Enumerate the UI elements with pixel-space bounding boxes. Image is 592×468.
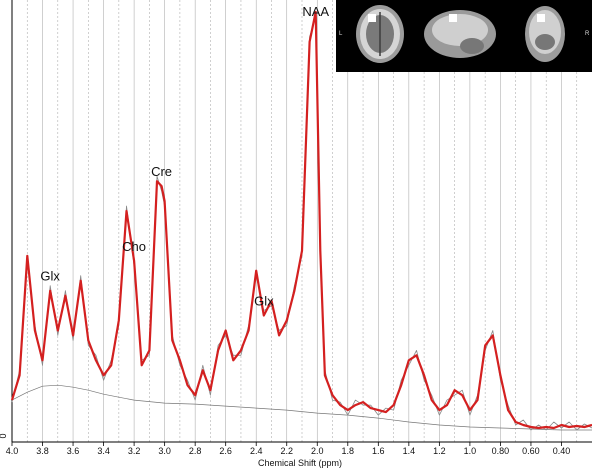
x-tick-label: 2.2 bbox=[280, 446, 293, 456]
x-tick-label: 3.4 bbox=[97, 446, 110, 456]
x-tick-label: 4.0 bbox=[6, 446, 19, 456]
x-tick-label: 2.0 bbox=[311, 446, 324, 456]
x-tick-label: 1.4 bbox=[403, 446, 416, 456]
mri-axial-view bbox=[356, 5, 404, 63]
x-axis-ticks: 4.0 3.8 3.6 3.4 3.2 3.0 2.8 2.6 2.4 2.2 2.0 1.8 1.6 1… bbox=[6, 442, 570, 456]
x-tick-label: 1.6 bbox=[372, 446, 385, 456]
mri-voxel-marker bbox=[449, 14, 457, 22]
series-layer bbox=[10, 10, 592, 431]
peak-label-0: Glx bbox=[40, 269, 60, 284]
peak-label-1: Cho bbox=[122, 239, 146, 254]
peak-label-4: NAA bbox=[302, 4, 329, 19]
x-tick-label: 1.0 bbox=[464, 446, 477, 456]
x-tick-label: 0.80 bbox=[492, 446, 510, 456]
mri-left-label: L bbox=[339, 31, 343, 37]
x-tick-label: 2.4 bbox=[250, 446, 263, 456]
x-tick-label: 3.2 bbox=[128, 446, 141, 456]
x-tick-label: 3.0 bbox=[158, 446, 171, 456]
series-fit-line bbox=[10, 10, 592, 430]
peak-label-3: Glx bbox=[254, 294, 274, 309]
x-tick-label: 0.60 bbox=[522, 446, 540, 456]
mri-inset: L R bbox=[336, 0, 592, 72]
mri-voxel-marker bbox=[537, 14, 545, 22]
x-tick-label: 1.2 bbox=[433, 446, 446, 456]
x-tick-label: 1.8 bbox=[342, 446, 355, 456]
mri-sagittal-view bbox=[424, 10, 496, 58]
peak-label-2: Cre bbox=[151, 164, 172, 179]
x-tick-label: 2.6 bbox=[219, 446, 232, 456]
x-tick-label: 2.8 bbox=[189, 446, 202, 456]
mri-coronal-view bbox=[525, 6, 565, 62]
series-baseline-line bbox=[11, 384, 592, 431]
x-tick-label: 0.40 bbox=[553, 446, 571, 456]
x-tick-label: 3.6 bbox=[67, 446, 80, 456]
peak-labels: Glx Cho Cre Glx NAA bbox=[40, 4, 329, 309]
mri-voxel-marker bbox=[368, 14, 376, 22]
y-zero-tick-label: 0 bbox=[0, 433, 8, 438]
mri-right-label: R bbox=[585, 31, 590, 37]
x-axis-title: Chemical Shift (ppm) bbox=[258, 458, 342, 468]
x-tick-label: 3.8 bbox=[36, 446, 49, 456]
